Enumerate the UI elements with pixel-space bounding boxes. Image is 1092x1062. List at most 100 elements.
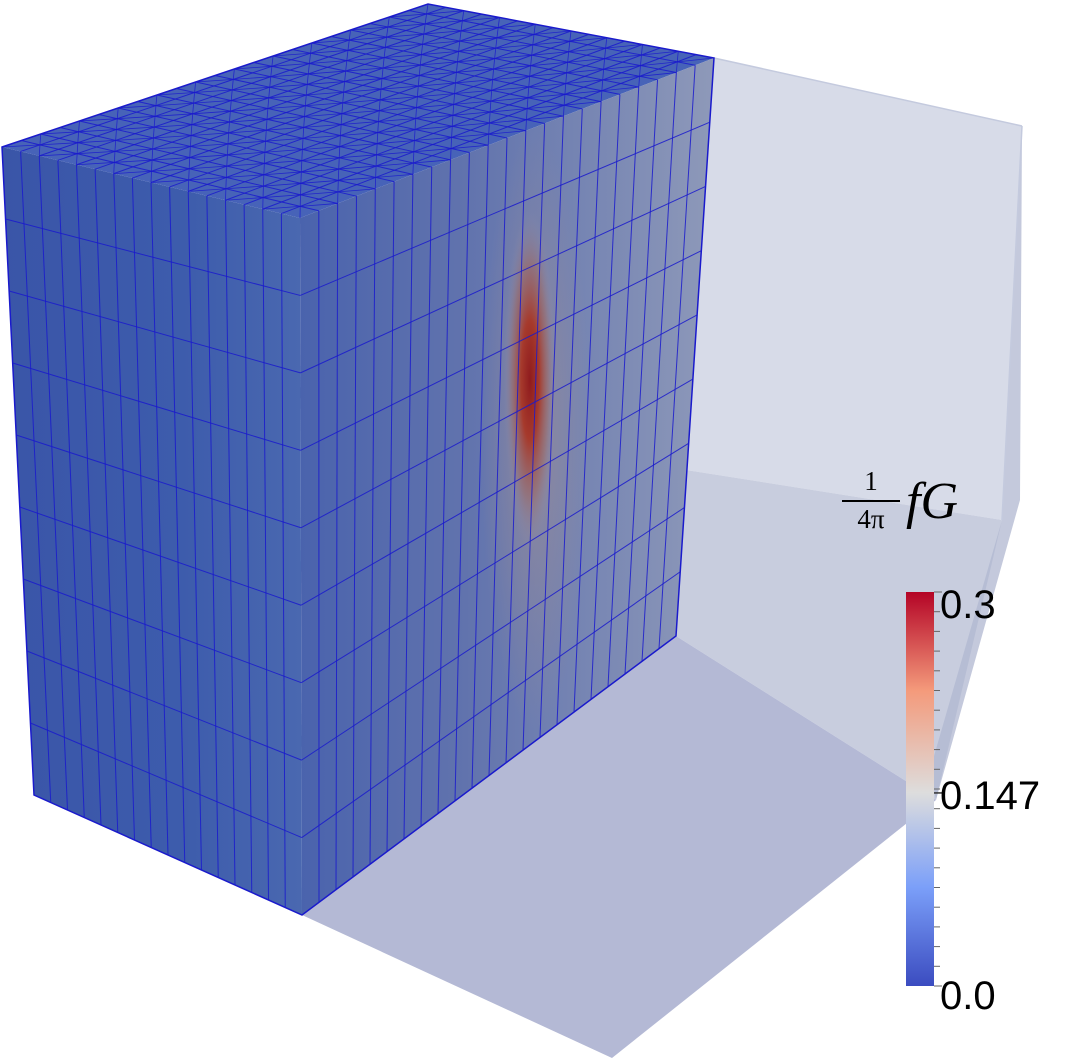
mesh-edge [189,146,191,158]
mesh-edge [346,57,385,62]
mesh-edge [263,152,266,164]
mesh-edge [192,110,231,115]
mesh-edge [459,37,497,42]
hot-spot-core [504,210,556,550]
mesh-edge [307,63,310,74]
mesh-edge [230,89,233,101]
mesh-edge [385,43,423,48]
mesh-edge [573,101,602,713]
mesh-edge [418,64,421,76]
mesh-edge [226,143,229,155]
colorbar-mid-label: 0.147 [940,774,1041,818]
mesh-edge [640,61,678,67]
mesh-edge [301,571,681,838]
mesh-edge [156,92,195,96]
mesh-edge [458,41,461,52]
mesh-edge [118,105,156,109]
mesh-edge [151,160,153,172]
mesh-edge [602,75,640,81]
mesh-edge [150,179,189,183]
mesh-edge [424,13,427,24]
mesh-edge [496,34,535,39]
mesh-edge [498,23,536,29]
mesh-edge [420,167,433,827]
mesh-edge [338,157,340,170]
mesh-edge [412,151,415,164]
mesh-edge [488,130,526,135]
mesh-edge [527,104,565,110]
mesh-edge [345,67,384,72]
mesh-edge [641,72,677,662]
mesh-edge [340,124,342,136]
domain-edge [1001,125,1023,521]
mesh-edge [190,143,229,147]
mesh-edge [301,168,339,173]
mesh-edge [456,61,458,73]
mesh-edge [152,157,190,161]
mesh-edge [150,30,572,183]
mesh-edge [489,101,492,113]
mesh-edge [339,143,378,147]
mesh-edge [488,137,508,776]
mesh-edge [677,57,715,63]
mesh-edge [605,37,608,49]
mesh-edge [187,191,202,871]
mesh-edge [531,51,569,56]
mesh-edge [308,70,346,75]
mesh-edge [344,71,347,82]
mesh-edge [264,149,303,153]
mesh-edge [530,61,568,67]
mesh-edge [76,162,115,166]
mesh-edge [153,127,155,139]
mesh-edge [452,111,491,116]
mesh-edge [116,107,119,119]
mesh-edge [150,182,169,856]
mesh-edge [340,113,343,125]
mesh-edge [350,26,388,31]
mesh-edge [343,88,382,93]
domain-box [302,57,1023,1058]
mesh-edge [345,60,348,72]
mesh-edge [413,148,452,153]
mesh-edge [301,149,303,161]
mesh-edge [77,139,116,144]
mesh-edge [16,434,302,529]
mesh-edge [341,102,344,114]
mesh-edge [114,148,153,152]
mesh-edge [415,125,453,130]
mesh-edge [382,64,421,69]
mesh-edge [264,141,266,153]
mesh-edge [300,180,339,184]
mesh-edge [188,188,226,192]
mesh-edge [341,121,379,125]
mesh-edge [131,178,152,848]
mesh-edge [113,170,152,175]
mesh-edge [377,129,416,133]
mesh-edge [531,44,534,56]
mesh-edge [233,76,271,80]
mesh-edge [342,99,381,104]
mesh-edge [153,135,192,139]
mesh-edge [492,75,530,81]
mesh-edge [76,142,79,154]
mesh-edge [414,129,416,141]
mesh-edge [348,29,351,41]
mesh-edge [57,160,85,818]
mesh-edge [280,213,286,908]
mesh-edge [462,17,500,22]
mesh-edge [378,118,416,122]
colorbar-max-label: 0.3 [940,583,996,627]
mesh-edge [188,37,607,192]
mesh-edge [268,94,307,99]
mesh-edge [376,132,379,144]
mesh-edge [114,140,117,152]
mesh-edge [116,126,155,130]
mesh-edge [601,79,604,91]
mesh-edge [341,110,380,115]
mesh-edge [380,96,418,101]
mesh-edge [421,44,423,55]
mesh-edge [377,140,415,145]
mesh-edge [300,160,303,172]
mesh-edge [155,94,158,106]
mesh-edge [76,164,102,826]
